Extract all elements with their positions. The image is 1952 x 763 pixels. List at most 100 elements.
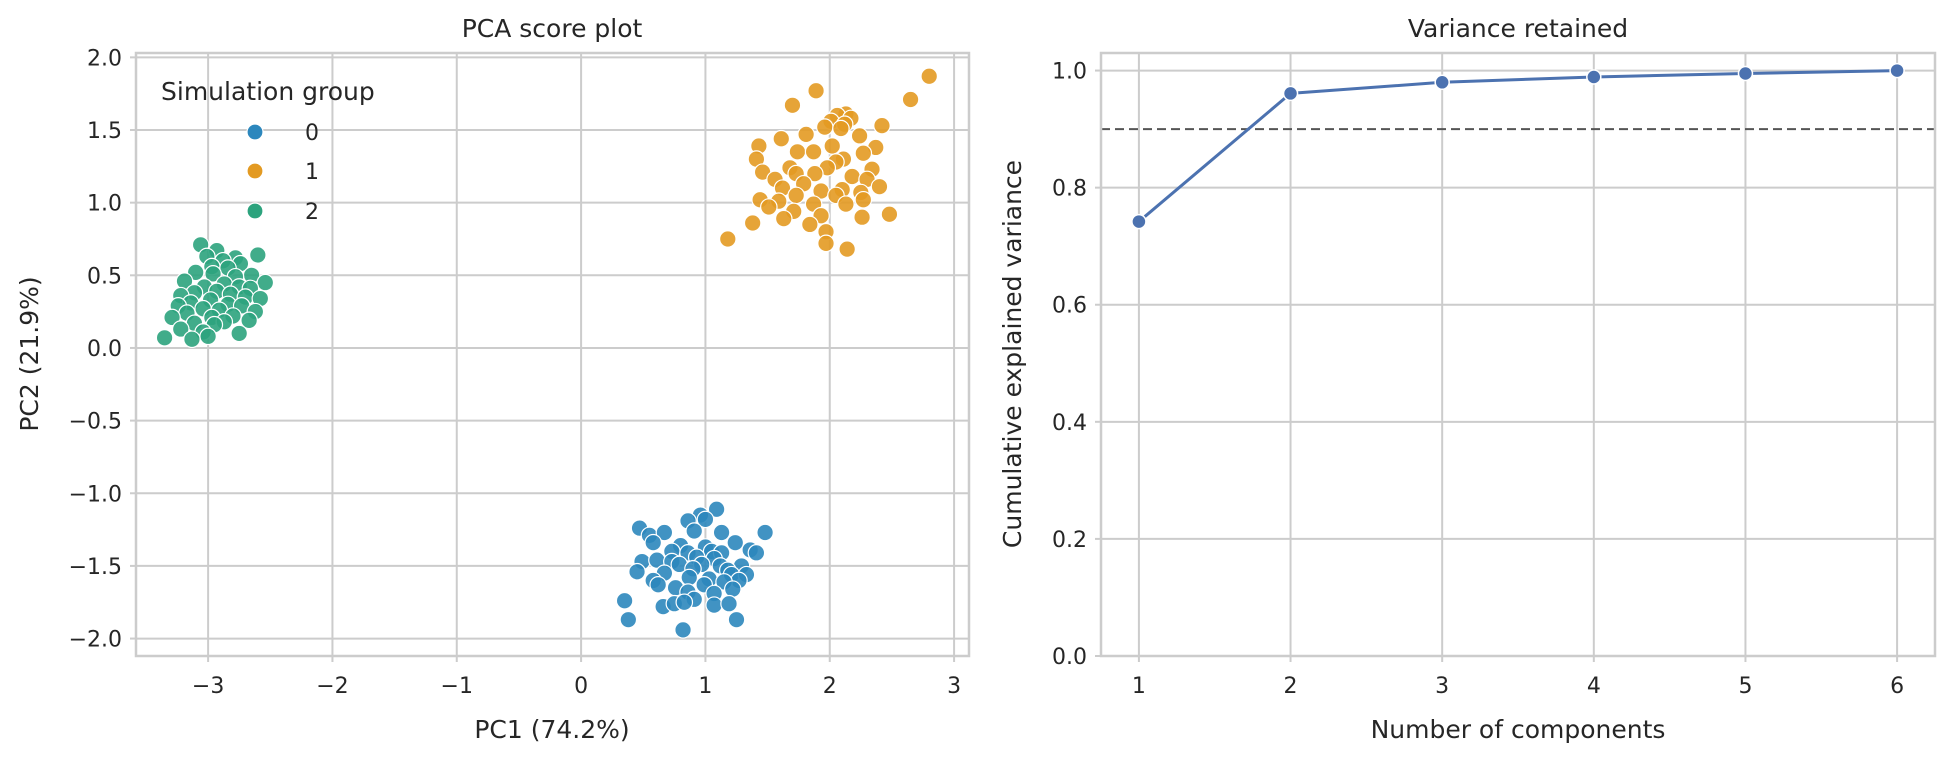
- pca-point-group-1: [870, 177, 889, 196]
- pca-point-group-2: [256, 273, 275, 292]
- pca-x-tick-label: 1: [698, 674, 712, 699]
- pca-point-group-1: [743, 214, 762, 232]
- pca-point-group-1: [804, 143, 823, 161]
- pca-point-group-1: [760, 198, 778, 216]
- variance-chart-title: Variance retained: [1408, 14, 1628, 43]
- variance-point: [1131, 213, 1147, 230]
- pca-y-axis-label: PC2 (21.9%): [15, 276, 44, 431]
- pca-point-group-1: [787, 186, 805, 205]
- variance-x-tick-label: 1: [1132, 674, 1146, 699]
- pca-y-tick-label: 0.5: [87, 264, 122, 289]
- pca-point-group-2: [249, 246, 267, 264]
- pca-y-tick-label: 1.0: [87, 192, 122, 217]
- pca-point-group-0: [644, 533, 663, 552]
- pca-point-group-1: [719, 230, 737, 248]
- pca-point-group-1: [815, 118, 834, 136]
- pca-point-group-0: [723, 580, 742, 598]
- legend-entry-2: 2: [246, 200, 319, 225]
- pca-point-group-0: [649, 576, 667, 594]
- pca-point-group-0: [720, 594, 738, 613]
- pca-y-tick-label: 0.0: [87, 337, 122, 362]
- pca-x-tick-label: 0: [574, 674, 588, 699]
- variance-point: [1586, 69, 1602, 85]
- pca-points: [155, 67, 939, 639]
- variance-ticks: 1 2 3 4 5 6 0.0 0.2 0.4 0.6 0.8 1.0: [1052, 60, 1904, 699]
- legend-entry-1: 1: [246, 160, 319, 185]
- pca-point-group-2: [163, 308, 181, 327]
- pca-x-tick-label: −2: [316, 674, 348, 699]
- pca-point-group-0: [615, 591, 634, 610]
- legend-title: Simulation group: [161, 77, 375, 106]
- pca-point-group-2: [199, 327, 217, 346]
- pca-point-group-0: [655, 523, 674, 542]
- legend-entry-0: 0: [246, 121, 319, 146]
- pca-point-group-0: [705, 596, 723, 614]
- legend-marker-2: [246, 202, 264, 220]
- pca-point-group-1: [806, 164, 824, 183]
- variance-x-tick-label: 3: [1435, 674, 1449, 699]
- pca-point-group-0: [707, 500, 726, 519]
- variance-plot-frame: [1099, 51, 1937, 658]
- pca-point-group-1: [853, 208, 871, 226]
- pca-point-group-1: [873, 116, 891, 135]
- pca-y-tick-label: 1.5: [87, 119, 122, 144]
- variance-point: [1434, 74, 1450, 91]
- legend-marker-1: [246, 162, 264, 180]
- pca-score-panel: PCA score plot −3 −2 −1 0 1 2 3 −2.0 −1.5 −1.0 −0.…: [15, 14, 971, 744]
- pca-point-group-0: [747, 544, 766, 562]
- legend-label-0: 0: [305, 121, 319, 146]
- pca-y-tick-label: −0.5: [69, 410, 122, 435]
- pca-point-group-2: [171, 320, 190, 338]
- pca-y-tick-label: −1.5: [69, 555, 122, 580]
- pca-point-group-1: [901, 90, 920, 109]
- variance-y-tick-label: 1.0: [1052, 60, 1087, 85]
- pca-y-tick-label: 2.0: [87, 46, 122, 71]
- variance-x-tick-label: 4: [1587, 674, 1601, 699]
- pca-y-tick-label: −1.0: [69, 482, 122, 507]
- pca-point-group-2: [183, 330, 201, 349]
- pca-point-group-1: [837, 195, 855, 213]
- pca-point-group-1: [797, 125, 815, 144]
- pca-point-group-1: [823, 137, 842, 155]
- pca-point-group-0: [727, 610, 746, 629]
- legend-label-2: 2: [305, 200, 319, 225]
- pca-point-group-1: [801, 215, 819, 234]
- pca-point-group-1: [838, 240, 856, 258]
- pca-grid: [136, 53, 969, 656]
- pca-point-group-1: [788, 143, 807, 161]
- variance-y-tick-label: 0.6: [1052, 294, 1087, 319]
- pca-y-tick-label: −2.0: [69, 628, 122, 653]
- pca-point-group-1: [774, 209, 793, 228]
- pca-point-group-0: [680, 568, 699, 587]
- pca-point-group-1: [817, 234, 835, 253]
- variance-x-tick-label: 6: [1890, 674, 1904, 699]
- pca-point-group-0: [726, 533, 745, 552]
- variance-x-axis-label: Number of components: [1371, 715, 1666, 744]
- variance-y-axis-label: Cumulative explained variance: [998, 160, 1027, 548]
- pca-point-group-1: [880, 205, 899, 224]
- variance-line: [1137, 69, 1898, 223]
- pca-point-group-1: [832, 119, 850, 138]
- legend-marker-0: [246, 123, 264, 141]
- pca-point-group-0: [756, 523, 774, 542]
- pca-x-tick-label: −1: [441, 674, 473, 699]
- pca-point-group-1: [772, 129, 791, 148]
- variance-point: [1889, 62, 1905, 79]
- pca-point-group-2: [204, 265, 222, 283]
- pca-point-group-1: [920, 67, 939, 86]
- pca-point-group-1: [850, 127, 869, 145]
- variance-point: [1282, 85, 1299, 102]
- legend-label-1: 1: [305, 160, 319, 185]
- variance-x-tick-label: 2: [1284, 674, 1298, 699]
- variance-y-tick-label: 0.4: [1052, 411, 1087, 436]
- pca-x-tick-label: 2: [823, 674, 837, 699]
- pca-chart-title: PCA score plot: [462, 14, 643, 43]
- pca-point-group-0: [696, 510, 715, 529]
- pca-legend: Simulation group 0 1 2: [161, 77, 375, 225]
- variance-panel: Variance retained 1 2 3 4 5 60.00.20.40.60.81…: [998, 14, 1937, 744]
- variance-series: [1131, 62, 1905, 230]
- variance-x-tick-label: 5: [1738, 674, 1752, 699]
- pca-point-group-1: [807, 81, 825, 100]
- pca-x-tick-label: −3: [192, 674, 224, 699]
